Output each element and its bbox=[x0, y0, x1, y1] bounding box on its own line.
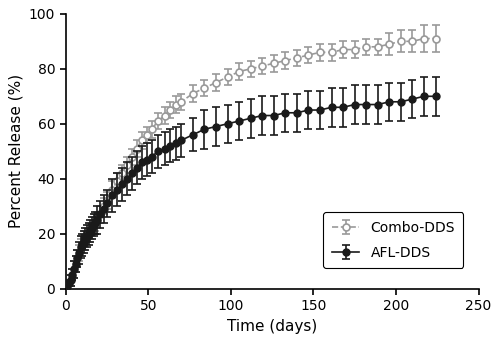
Y-axis label: Percent Release (%): Percent Release (%) bbox=[8, 74, 24, 228]
Legend: Combo-DDS, AFL-DDS: Combo-DDS, AFL-DDS bbox=[324, 212, 464, 268]
X-axis label: Time (days): Time (days) bbox=[227, 319, 317, 334]
